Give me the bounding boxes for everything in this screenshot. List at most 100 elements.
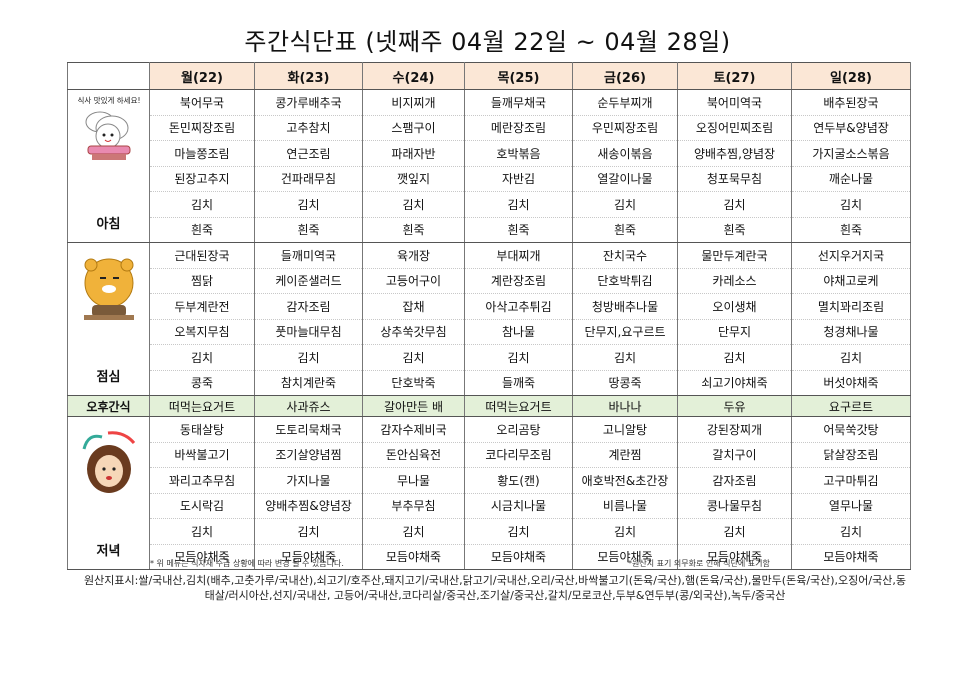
menu-item: 깨순나물 — [791, 166, 911, 192]
menu-item: 고등어구이 — [362, 268, 465, 294]
menu-item: 북어무국 — [149, 89, 255, 116]
day-header: 수(24) — [362, 62, 465, 90]
menu-item: 돈민찌장조림 — [149, 115, 255, 141]
menu-item: 고추참치 — [254, 115, 363, 141]
day-header: 월(22) — [149, 62, 255, 90]
menu-item: 들깨미역국 — [254, 242, 363, 269]
lunch-row: 두부계란전 감자조림 잡채 아삭고추튀김 청방배추나물 오이생채 멸치꽈리조림 — [68, 293, 911, 320]
menu-item: 김치 — [362, 518, 465, 545]
breakfast-row: 된장고추지 건파래무침 깻잎지 자반김 열갈이나물 청포묵무침 깨순나물 — [68, 166, 911, 192]
menu-item: 양배추찜,양념장 — [677, 140, 792, 167]
menu-item: 김치 — [149, 191, 255, 218]
menu-item: 꽈리고추무침 — [149, 467, 255, 494]
day-header: 목(25) — [464, 62, 573, 90]
menu-item: 참치계란죽 — [254, 370, 363, 396]
dinner-row: 모듬야채죽 모듬야채죽 모듬야채죽 모듬야채죽 모듬야채죽 모듬야채죽 모듬야채죽 — [68, 544, 911, 570]
menu-item: 양배추찜&양념장 — [254, 493, 363, 519]
menu-item: 동태살탕 — [149, 416, 255, 443]
menu-item: 잡채 — [362, 293, 465, 320]
dinner-row: 바싹불고기 조기살양념찜 돈안심육전 코다리무조림 계란찜 갈치구이 닭살장조림 — [68, 442, 911, 468]
menu-item: 무나물 — [362, 467, 465, 494]
lunch-label-cell: 점심 — [67, 242, 150, 396]
day-header: 화(23) — [254, 62, 363, 90]
menu-item: 배추된장국 — [791, 89, 911, 116]
day-header: 금(26) — [572, 62, 678, 90]
menu-item: 케이준샐러드 — [254, 268, 363, 294]
corner-cell — [67, 62, 150, 90]
menu-item: 물만두계란국 — [677, 242, 792, 269]
menu-item: 자반김 — [464, 166, 573, 192]
menu-item: 김치 — [572, 518, 678, 545]
menu-item: 도토리묵채국 — [254, 416, 363, 443]
menu-item: 콩가루배추국 — [254, 89, 363, 116]
lunch-row: 오복지무침 풋마늘대무침 상추쑥갓무침 참나물 단무지,요구르트 단무지 청경채나물 — [68, 319, 911, 345]
menu-item: 풋마늘대무침 — [254, 319, 363, 345]
menu-item: 깻잎지 — [362, 166, 465, 192]
menu-item: 닭살장조림 — [791, 442, 911, 468]
menu-item: 갈치구이 — [677, 442, 792, 468]
menu-item: 호박볶음 — [464, 140, 573, 167]
lunch-row: 김치 김치 김치 김치 김치 김치 김치 — [68, 344, 911, 371]
menu-item: 멸치꽈리조림 — [791, 293, 911, 320]
menu-item: 두부계란전 — [149, 293, 255, 320]
lion-character-illustration — [78, 253, 139, 326]
breakfast-row: 돈민찌장조림 고추참치 스팸구이 메란장조림 우민찌장조림 오징어민찌조림 연두부&양념장 — [68, 115, 911, 141]
menu-item: 우민찌장조림 — [572, 115, 678, 141]
snack-item: 갈아만든 배 — [362, 395, 465, 417]
dinner-row: 저녁 동태살탕 도토리묵채국 감자수제비국 오리곰탕 고니알탕 강된장찌개 어묵쑥갓탕 — [67, 416, 911, 570]
menu-item: 오이생채 — [677, 293, 792, 320]
menu-item: 연근조림 — [254, 140, 363, 167]
menu-item: 부추무침 — [362, 493, 465, 519]
menu-item: 흰죽 — [677, 217, 792, 243]
menu-item: 강된장찌개 — [677, 416, 792, 443]
breakfast-row: 김치 김치 김치 김치 김치 김치 김치 — [68, 191, 911, 218]
menu-item: 선지우거지국 — [791, 242, 911, 269]
menu-item: 단무지,요구르트 — [572, 319, 678, 345]
menu-item: 김치 — [791, 344, 911, 371]
menu-item: 연두부&양념장 — [791, 115, 911, 141]
breakfast-row: 식사 맛있게 하세요! 아침 북어무국 콩가루배추국 비지찌개 들깨무채국 순두부찌개 북어미… — [67, 89, 911, 243]
menu-item: 김치 — [254, 518, 363, 545]
menu-item: 카레소스 — [677, 268, 792, 294]
origin-info: 원산지표시:쌀/국내산,김치(배추,고춧가루/국내산),쇠고기/호주산,돼지고기… — [84, 574, 906, 602]
menu-item: 상추쑥갓무침 — [362, 319, 465, 345]
menu-item: 김치 — [572, 344, 678, 371]
lunch-row: 콩죽 참치계란죽 단호박죽 들깨죽 땅콩죽 쇠고기야채죽 버섯야채죽 — [68, 370, 911, 396]
menu-item: 콩죽 — [149, 370, 255, 396]
menu-item: 가지굴소스볶음 — [791, 140, 911, 167]
menu-item: 김치 — [464, 191, 573, 218]
menu-item: 시금치나물 — [464, 493, 573, 519]
menu-item: 새송이볶음 — [572, 140, 678, 167]
menu-item: 모듬야채죽 — [254, 544, 363, 570]
menu-item: 모듬야채죽 — [791, 544, 911, 570]
page-title: 주간식단표 (넷째주 04월 22일 ~ 04월 28일) — [244, 28, 731, 56]
snack-item: 요구르트 — [791, 395, 911, 417]
menu-item: 비지찌개 — [362, 89, 465, 116]
menu-item: 오징어민찌조림 — [677, 115, 792, 141]
menu-item: 도시락김 — [149, 493, 255, 519]
day-header: 토(27) — [677, 62, 792, 90]
menu-item: 흰죽 — [254, 217, 363, 243]
dinner-row: 도시락김 양배추찜&양념장 부추무침 시금치나물 비름나물 콩나물무침 열무나물 — [68, 493, 911, 519]
menu-item: 청포묵무침 — [677, 166, 792, 192]
menu-item: 마늘쫑조림 — [149, 140, 255, 167]
menu-item: 들깨무채국 — [464, 89, 573, 116]
menu-item: 김치 — [677, 344, 792, 371]
menu-item: 찜닭 — [149, 268, 255, 294]
menu-item: 참나물 — [464, 319, 573, 345]
menu-item: 코다리무조림 — [464, 442, 573, 468]
menu-item: 열무나물 — [791, 493, 911, 519]
menu-item: 김치 — [464, 344, 573, 371]
menu-item: 김치 — [677, 518, 792, 545]
menu-item: 땅콩죽 — [572, 370, 678, 396]
menu-item: 청경채나물 — [791, 319, 911, 345]
snack-label: 오후간식 — [67, 395, 150, 417]
menu-item: 애호박전&초간장 — [572, 467, 678, 494]
menu-item: 김치 — [791, 518, 911, 545]
dinner-label-cell: 저녁 — [67, 416, 150, 570]
menu-item: 김치 — [149, 344, 255, 371]
snack-item: 떠먹는요거트 — [464, 395, 573, 417]
menu-item: 모듬야채죽 — [362, 544, 465, 570]
menu-item: 김치 — [254, 344, 363, 371]
menu-item: 김치 — [677, 191, 792, 218]
